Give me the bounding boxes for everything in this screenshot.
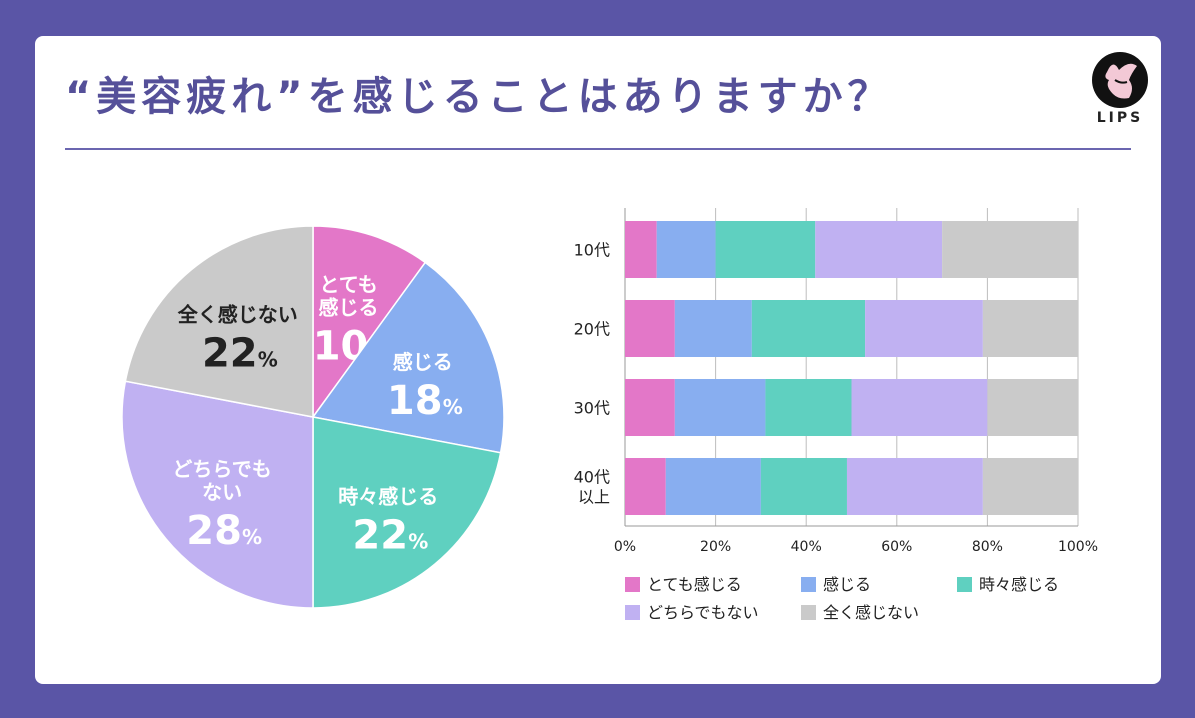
pie-slice-neither bbox=[121, 380, 314, 609]
pie-label-very: 感じる bbox=[319, 296, 379, 320]
bar-segment-feel bbox=[674, 379, 766, 436]
legend-swatch-sometimes bbox=[957, 577, 972, 592]
page-title: “美容疲れ”を感じることはありますか？ bbox=[65, 74, 893, 120]
pie-slice-feel bbox=[311, 261, 505, 454]
bar-category-label: 20代 bbox=[574, 320, 610, 339]
bar-category-label: 以上 bbox=[578, 488, 610, 507]
title-divider bbox=[65, 148, 1131, 150]
pie-value-feel: 18 bbox=[387, 378, 443, 424]
pie-value-sometimes: 22 bbox=[352, 512, 408, 558]
x-tick-label: 20% bbox=[700, 539, 731, 555]
legend-label-very: とても感じる bbox=[647, 575, 742, 594]
pie-value-none: 22 bbox=[202, 331, 258, 377]
pie-pct-none: % bbox=[258, 348, 278, 372]
pie-label-very: とても bbox=[319, 273, 377, 297]
bar-segment-none bbox=[982, 300, 1078, 357]
pie-label-neither: どちらでも bbox=[172, 457, 271, 481]
lips-logo: LIPS bbox=[1085, 50, 1155, 136]
bar-segment-neither bbox=[815, 221, 943, 278]
bar-segment-very bbox=[625, 300, 675, 357]
pie-slice-none bbox=[124, 225, 314, 418]
bar-category-label: 40代 bbox=[574, 468, 610, 487]
bar-segment-very bbox=[625, 221, 657, 278]
legend-label-sometimes: 時々感じる bbox=[979, 575, 1059, 594]
bar-category-label: 10代 bbox=[574, 241, 610, 260]
lips-logo-icon bbox=[1092, 52, 1148, 108]
bar-category-label: 30代 bbox=[574, 399, 610, 418]
x-tick-label: 100% bbox=[1058, 539, 1098, 555]
pie-pct-neither: % bbox=[242, 525, 262, 549]
bar-segment-neither bbox=[865, 300, 983, 357]
bar-segment-sometimes bbox=[715, 221, 816, 278]
bar-segment-none bbox=[982, 458, 1078, 515]
card: “美容疲れ”を感じることはありますか？ LIPS とても感じる10%感じる18%… bbox=[35, 36, 1161, 684]
bar-segment-sometimes bbox=[765, 379, 852, 436]
pie-value-neither: 28 bbox=[186, 508, 242, 554]
bar-segment-sometimes bbox=[760, 458, 847, 515]
bar-segment-sometimes bbox=[751, 300, 866, 357]
bar-segment-feel bbox=[656, 221, 716, 278]
bar-segment-very bbox=[625, 379, 675, 436]
pie-label-sometimes: 時々感じる bbox=[338, 484, 438, 508]
bar-segment-very bbox=[625, 458, 666, 515]
legend-swatch-feel bbox=[801, 577, 816, 592]
legend-swatch-neither bbox=[625, 605, 640, 620]
x-tick-label: 60% bbox=[881, 539, 912, 555]
bar-segment-feel bbox=[665, 458, 761, 515]
legend-swatch-very bbox=[625, 577, 640, 592]
bar-segment-neither bbox=[846, 458, 983, 515]
x-tick-label: 80% bbox=[972, 539, 1003, 555]
pie-slice-very bbox=[312, 225, 427, 420]
x-tick-label: 0% bbox=[614, 539, 636, 555]
pie-pct-sometimes: % bbox=[408, 529, 428, 553]
pie-label-neither: ない bbox=[202, 480, 242, 504]
legend-swatch-none bbox=[801, 605, 816, 620]
x-tick-label: 40% bbox=[791, 539, 822, 555]
pie-slice-sometimes bbox=[312, 416, 502, 609]
pie-pct-feel: % bbox=[443, 395, 463, 419]
legend-label-none: 全く感じない bbox=[823, 603, 919, 622]
pie-label-feel: 感じる bbox=[393, 350, 453, 374]
bar-segment-neither bbox=[851, 379, 988, 436]
legend-label-feel: 感じる bbox=[823, 575, 871, 594]
bar-segment-none bbox=[987, 379, 1078, 436]
bar-segment-none bbox=[942, 221, 1078, 278]
charts-canvas: とても感じる10%感じる18%時々感じる22%どちらでもない28%全く感じない2… bbox=[121, 208, 1098, 622]
legend-label-neither: どちらでもない bbox=[647, 603, 759, 622]
lips-logo-text: LIPS bbox=[1096, 110, 1144, 126]
bar-segment-feel bbox=[674, 300, 752, 357]
pie-label-none: 全く感じない bbox=[177, 303, 298, 327]
